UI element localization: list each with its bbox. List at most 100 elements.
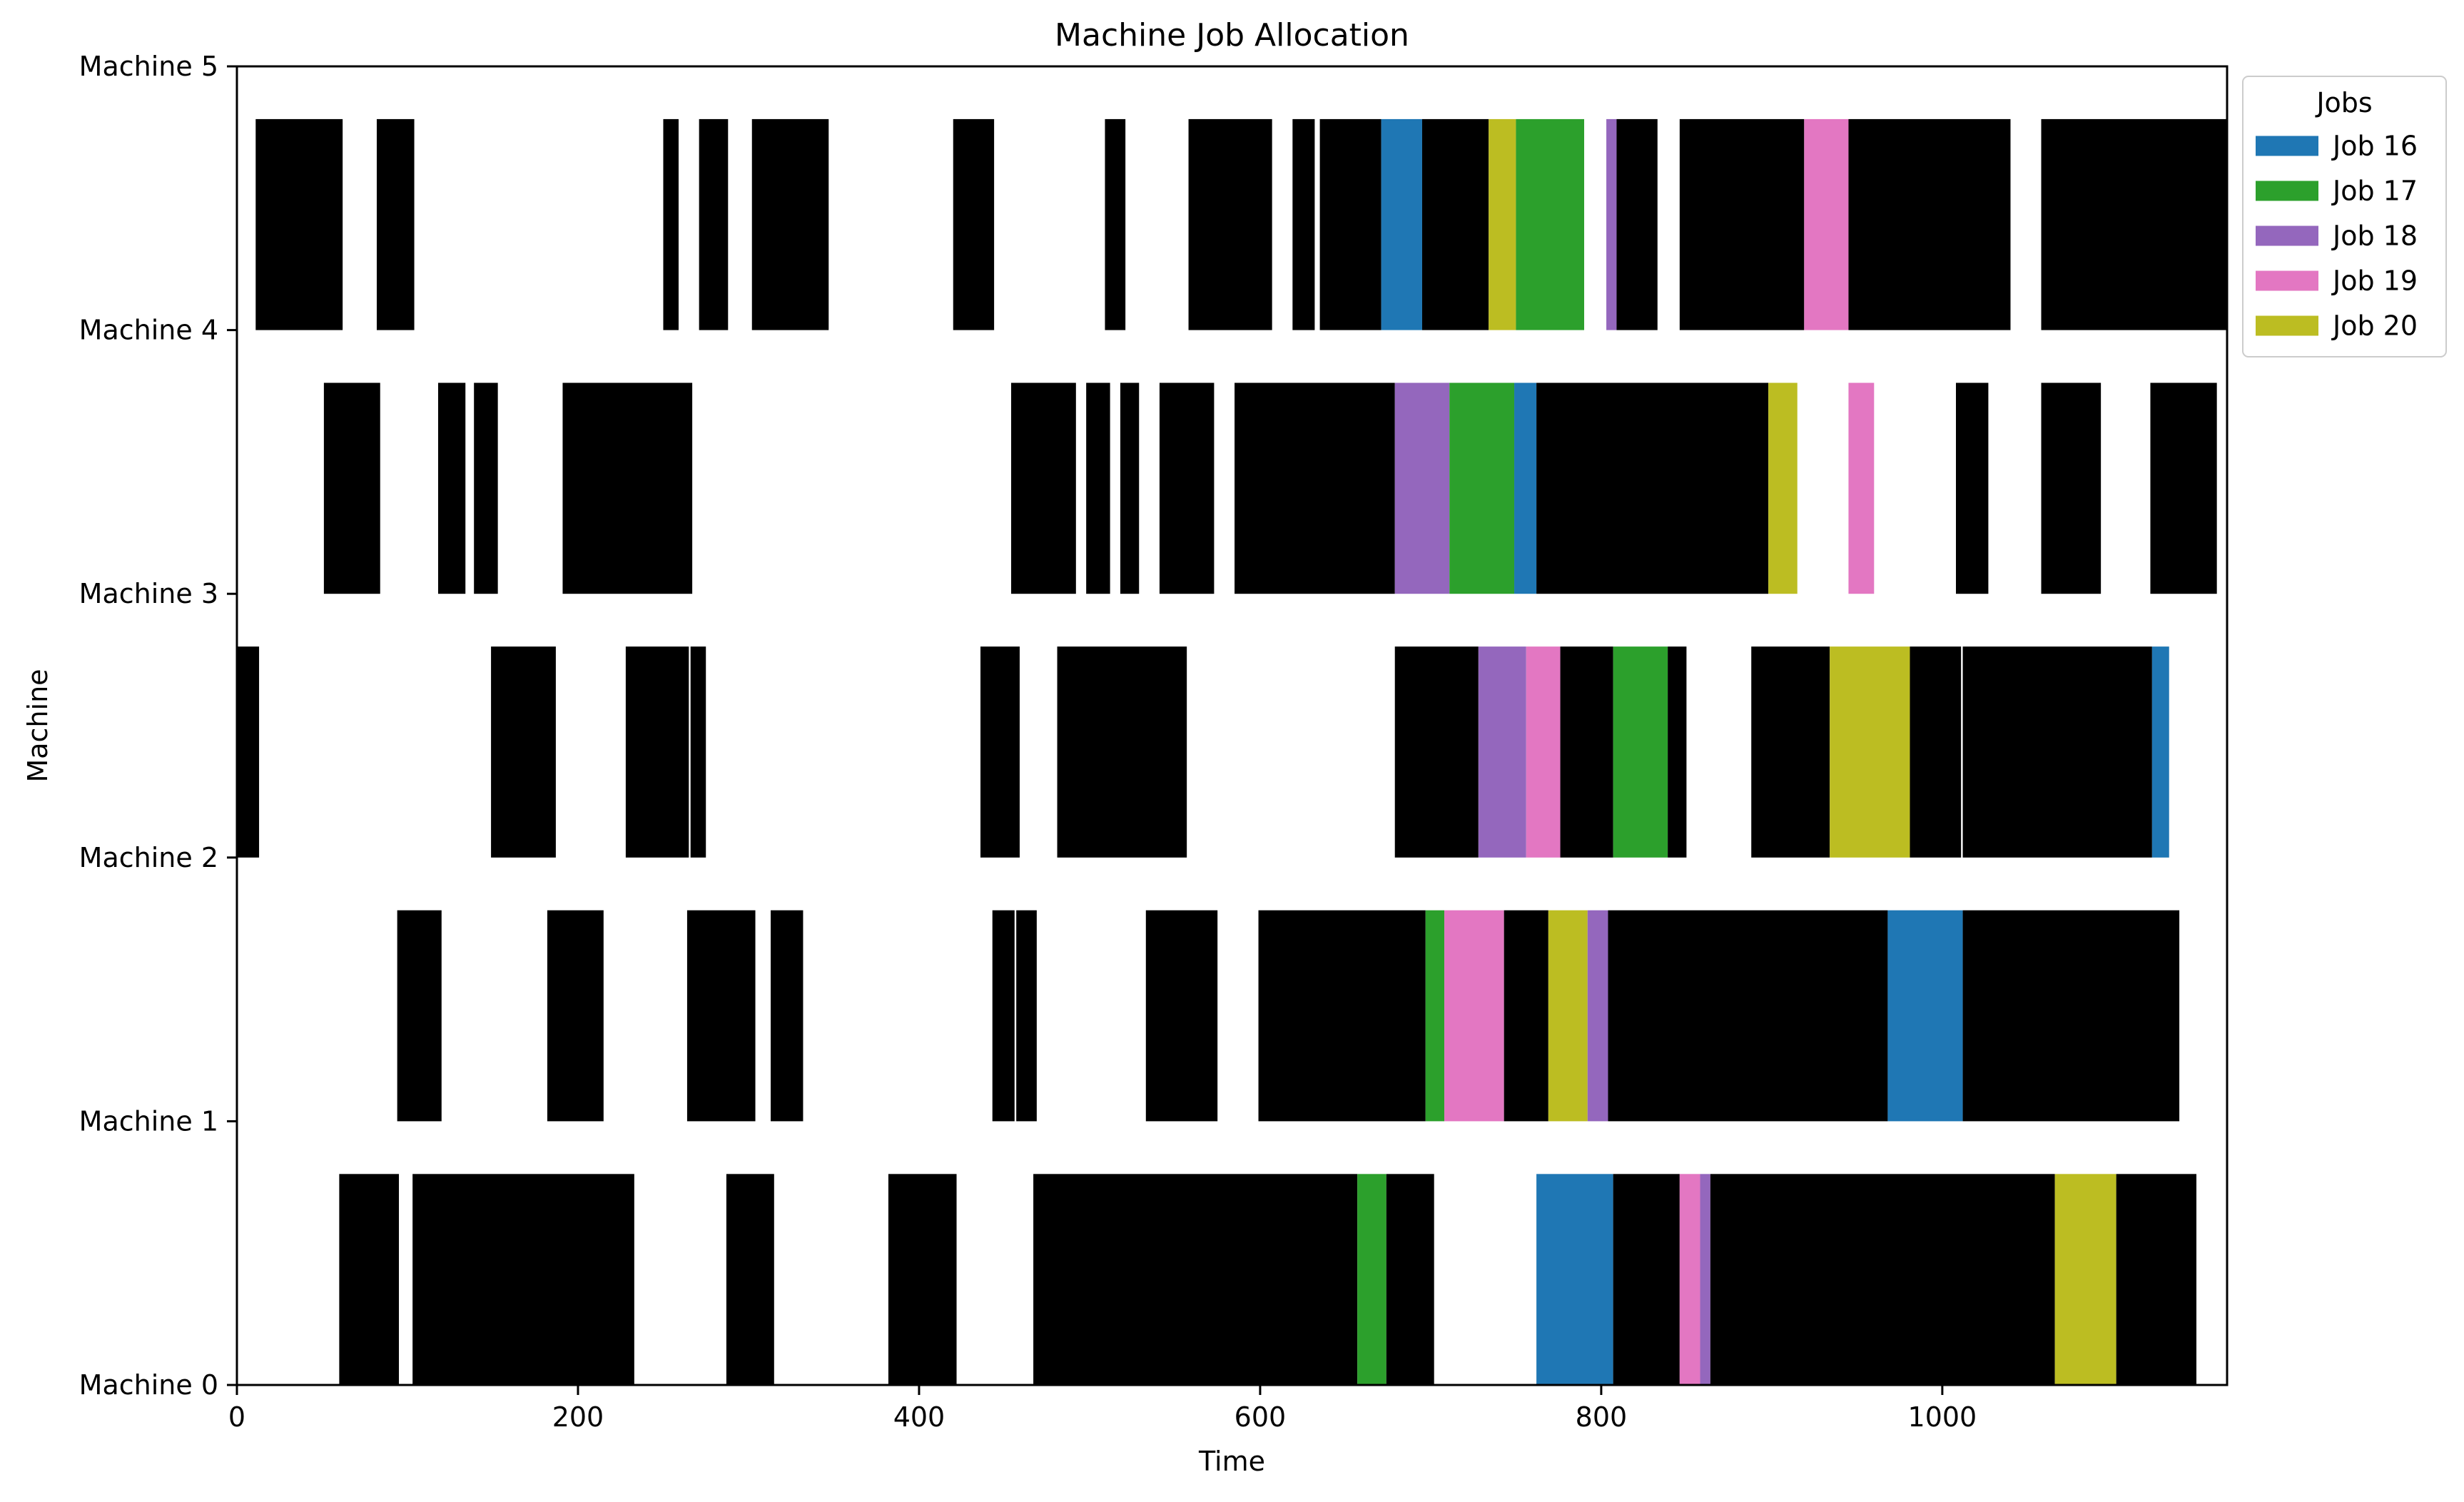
y-tick-label: Machine 3 <box>79 578 218 609</box>
task-bar-machine-4-other-job <box>376 118 415 330</box>
task-bar-machine-0-other-job <box>888 1174 957 1385</box>
legend-entries: Job 16 Job 17 Job 18 Job 19 Job 20 <box>2256 131 2418 342</box>
task-bar-machine-0-other-job <box>412 1174 634 1385</box>
task-bar-machine-1-job-17 <box>1425 910 1445 1122</box>
task-bar-machine-1-other-job <box>992 910 1015 1122</box>
legend-label: Job 20 <box>2331 310 2418 342</box>
task-bar-machine-1-job-16 <box>1887 910 1963 1122</box>
x-tick-label: 800 <box>1576 1401 1628 1433</box>
legend-swatch <box>2256 225 2318 246</box>
task-bar-machine-0-other-job <box>339 1174 400 1385</box>
task-bar-machine-3-other-job <box>2150 382 2217 594</box>
x-tick-label: 0 <box>228 1401 245 1433</box>
y-tick-label: Machine 2 <box>79 842 218 873</box>
task-bar-machine-1-other-job <box>686 910 756 1122</box>
plot-frame <box>235 65 2229 1386</box>
task-bar-machine-1-other-job <box>547 910 604 1122</box>
task-bar-machine-3-other-job <box>1234 382 1395 594</box>
task-bar-machine-2-job-18 <box>1478 646 1526 858</box>
task-bar-machine-2-other-job <box>1751 646 1830 858</box>
task-bar-machine-1-other-job <box>771 910 803 1122</box>
task-bar-machine-3-other-job <box>438 382 466 594</box>
task-bar-machine-3-job-18 <box>1394 382 1450 594</box>
task-bar-machine-1-job-20 <box>1548 910 1588 1122</box>
task-bar-machine-1-other-job <box>1504 910 1548 1122</box>
task-bar-machine-4-job-18 <box>1606 118 1617 330</box>
task-bar-machine-1-job-19 <box>1444 910 1504 1122</box>
task-bar-machine-4-other-job <box>751 118 829 330</box>
task-bar-machine-2-job-16 <box>2151 646 2169 858</box>
task-bar-machine-4-other-job <box>663 118 679 330</box>
legend-label: Job 18 <box>2331 220 2418 252</box>
task-bar-machine-4-other-job <box>953 118 995 330</box>
task-bar-machine-3-other-job <box>562 382 693 594</box>
task-bar-machine-4-job-16 <box>1381 118 1422 330</box>
task-bar-machine-0-other-job <box>2116 1174 2196 1385</box>
task-bar-machine-4-other-job <box>1421 118 1489 330</box>
chart-title: Machine Job Allocation <box>1055 17 1409 54</box>
task-bar-machine-2-other-job <box>690 646 706 858</box>
task-bar-machine-2-other-job <box>1057 646 1187 858</box>
task-bar-machine-4-job-17 <box>1516 118 1585 330</box>
legend-swatch <box>2256 181 2318 201</box>
task-bar-machine-0-other-job <box>1386 1174 1434 1385</box>
x-tick-label: 1000 <box>1908 1401 1977 1433</box>
y-axis-label: Machine <box>22 669 54 782</box>
task-bar-machine-2-other-job <box>1394 646 1479 858</box>
task-bar-machine-4-job-20 <box>1489 118 1516 330</box>
legend-label: Job 16 <box>2331 131 2418 162</box>
task-bar-machine-2-other-job <box>1560 646 1613 858</box>
y-tick-label: Machine 4 <box>79 315 218 346</box>
task-bar-machine-4-other-job <box>1679 118 1805 330</box>
bars-layer <box>237 118 2227 1385</box>
task-bar-machine-4-other-job <box>1848 118 2011 330</box>
task-bar-machine-2-other-job <box>237 646 260 858</box>
y-axis-ticks: Machine 0 Machine 1 Machine 2 Machine 3 Mach… <box>79 51 237 1401</box>
task-bar-machine-1-other-job <box>1145 910 1218 1122</box>
legend: Jobs Job 16 Job 17 Job 18 Job 19 Job 20 <box>2242 76 2447 357</box>
x-axis-label: Time <box>1198 1446 1265 1477</box>
task-bar-machine-3-other-job <box>1159 382 1215 594</box>
task-bar-machine-3-other-job <box>1956 382 1989 594</box>
task-bar-machine-3-other-job <box>1536 382 1769 594</box>
task-bar-machine-4-other-job <box>1319 118 1381 330</box>
task-bar-machine-4-other-job <box>255 118 343 330</box>
task-bar-machine-3-other-job <box>1086 382 1110 594</box>
task-bar-machine-1-other-job <box>397 910 442 1122</box>
task-bar-machine-3-job-16 <box>1514 382 1537 594</box>
task-bar-machine-4-other-job <box>699 118 729 330</box>
task-bar-machine-2-other-job <box>980 646 1020 858</box>
task-bar-machine-3-job-20 <box>1768 382 1798 594</box>
task-bar-machine-2-other-job <box>1910 646 1962 858</box>
y-tick-label: Machine 5 <box>79 51 218 82</box>
task-bar-machine-3-other-job <box>1011 382 1076 594</box>
x-axis-ticks: 0 200 400 600 800 1000 <box>228 1385 1977 1433</box>
task-bar-machine-4-other-job <box>2041 118 2227 330</box>
task-bar-machine-1-other-job <box>1608 910 1888 1122</box>
task-bar-machine-3-job-19 <box>1848 382 1875 594</box>
task-bar-machine-4-job-19 <box>1804 118 1849 330</box>
task-bar-machine-0-other-job <box>1710 1174 2055 1385</box>
task-bar-machine-2-job-20 <box>1830 646 1910 858</box>
task-bar-machine-0-other-job <box>1613 1174 1680 1385</box>
task-bar-machine-2-job-17 <box>1613 646 1668 858</box>
y-tick-label: Machine 0 <box>79 1369 218 1401</box>
legend-swatch <box>2256 315 2318 336</box>
y-tick-label: Machine 1 <box>79 1105 218 1137</box>
task-bar-machine-0-other-job <box>1033 1174 1358 1385</box>
task-bar-machine-2-other-job <box>491 646 556 858</box>
task-bar-machine-4-other-job <box>1105 118 1126 330</box>
x-tick-label: 400 <box>893 1401 945 1433</box>
legend-title: Jobs <box>2315 87 2372 118</box>
task-bar-machine-3-other-job <box>1120 382 1140 594</box>
x-tick-label: 200 <box>552 1401 604 1433</box>
task-bar-machine-4-other-job <box>1616 118 1658 330</box>
task-bar-machine-2-other-job <box>625 646 689 858</box>
task-bar-machine-2-other-job <box>1962 646 2152 858</box>
x-tick-label: 600 <box>1234 1401 1287 1433</box>
task-bar-machine-1-other-job <box>1016 910 1037 1122</box>
legend-label: Job 19 <box>2331 265 2418 297</box>
task-bar-machine-0-job-17 <box>1357 1174 1386 1385</box>
